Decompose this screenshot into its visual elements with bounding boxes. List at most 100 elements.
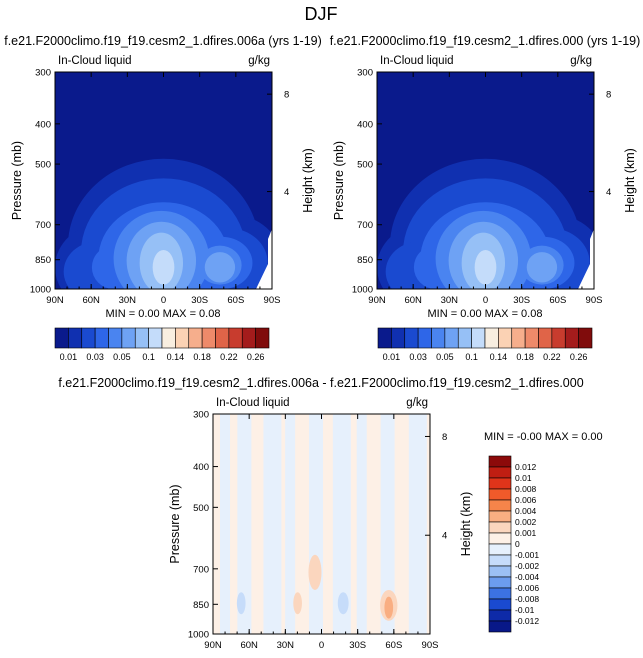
y-tick-label: 300 <box>357 68 373 79</box>
x-tick-label: 90S <box>422 640 439 651</box>
panel-3: f.e21.F2000climo.f19_f19.cesm2_1.dfires.… <box>58 376 602 651</box>
colorbar-swatch <box>488 466 512 479</box>
colorbar-swatch <box>488 499 512 512</box>
colorbar-swatch <box>431 327 446 349</box>
contour-level-7 <box>474 249 497 285</box>
colorbar-label: 0.14 <box>490 352 508 362</box>
colorbar-swatch <box>538 327 553 349</box>
negative-region <box>408 414 427 634</box>
colorbar-label: 0.008 <box>515 484 537 494</box>
colorbar-swatch <box>488 576 512 589</box>
x-tick-label: 30S <box>513 295 530 306</box>
colorbar-label: 0.01 <box>60 352 78 362</box>
colorbar-label: 0.14 <box>167 352 185 362</box>
colorbar-label: 0.05 <box>436 352 454 362</box>
variable-label: In-Cloud liquid <box>58 55 132 67</box>
x-tick-label: 0 <box>319 640 324 651</box>
colorbar-swatch <box>108 327 123 349</box>
units-label: g/kg <box>406 397 428 409</box>
terrain-mask <box>256 229 272 289</box>
colorbar-swatch <box>488 521 512 534</box>
colorbar-swatch <box>488 477 512 490</box>
y-right-tick-label: 8 <box>442 432 447 443</box>
colorbar-label: -0.012 <box>515 616 539 626</box>
colorbar-swatch <box>457 327 472 349</box>
colorbar-swatch <box>215 327 230 349</box>
colorbar-swatch <box>498 327 513 349</box>
x-tick-label: 30N <box>441 295 459 306</box>
variable-label: In-Cloud liquid <box>380 55 454 67</box>
units-label: g/kg <box>570 55 592 67</box>
colorbar-swatch <box>175 327 190 349</box>
contour-field <box>377 72 594 289</box>
colorbar-label: 0.26 <box>247 352 265 362</box>
colorbar-swatch <box>488 488 512 501</box>
colorbar-label: 0.004 <box>515 506 537 516</box>
min-max-label: MIN = 0.00 MAX = 0.08 <box>106 308 221 320</box>
colorbar-swatch <box>488 510 512 523</box>
colorbar-swatch <box>484 327 499 349</box>
colorbar-label: 0.012 <box>515 462 537 472</box>
colorbar-swatch <box>488 587 512 600</box>
y-right-tick-label: 4 <box>442 531 447 542</box>
colorbar-swatch <box>488 565 512 578</box>
x-tick-label: 90N <box>46 295 64 306</box>
panel-2: f.e21.F2000climo.f19_f19.cesm2_1.dfires.… <box>330 34 641 362</box>
y-right-axis-label: Height (km) <box>623 148 637 213</box>
y-tick-label: 300 <box>193 410 209 421</box>
y-right-tick-label: 8 <box>284 90 289 101</box>
colorbar-label: 0.03 <box>86 352 104 362</box>
colorbar-label: 0.18 <box>516 352 534 362</box>
x-tick-label: 30N <box>119 295 137 306</box>
colorbar-swatch <box>471 327 486 349</box>
colorbar-swatch <box>488 609 512 622</box>
y-right-tick-label: 8 <box>606 90 611 101</box>
x-tick-label: 60N <box>82 295 100 306</box>
colorbar-label: 0.05 <box>113 352 131 362</box>
chart-title: f.e21.F2000climo.f19_f19.cesm2_1.dfires.… <box>58 376 583 390</box>
colorbar-swatch <box>188 327 203 349</box>
colorbar-label: 0.26 <box>570 352 588 362</box>
colorbar-swatch <box>201 327 216 349</box>
terrain-mask <box>578 229 594 289</box>
colorbar-label: 0 <box>515 539 520 549</box>
colorbar-swatch <box>94 327 109 349</box>
colorbar: 0.0120.010.0080.0060.0040.0020.0010-0.00… <box>488 455 539 633</box>
y-tick-label: 850 <box>193 600 209 611</box>
colorbar-label: 0.006 <box>515 495 537 505</box>
colorbar-label: -0.002 <box>515 561 539 571</box>
x-tick-label: 90S <box>586 295 603 306</box>
y-tick-label: 700 <box>357 220 373 231</box>
colorbar-label: 0.001 <box>515 528 537 538</box>
colorbar-swatch <box>524 327 539 349</box>
x-tick-label: 90S <box>264 295 281 306</box>
x-tick-label: 90N <box>368 295 386 306</box>
y-axis-label: Pressure (mb) <box>10 141 24 220</box>
colorbar-swatch <box>578 327 593 349</box>
colorbar-label: -0.01 <box>515 605 535 615</box>
colorbar-swatch <box>255 327 270 349</box>
x-tick-label: 0 <box>483 295 488 306</box>
colorbar-swatch <box>417 327 432 349</box>
colorbar-swatch <box>488 598 512 611</box>
colorbar-label: -0.006 <box>515 583 539 593</box>
colorbar-label: 0.03 <box>409 352 427 362</box>
colorbar-label: -0.004 <box>515 572 539 582</box>
panel-1: f.e21.F2000climo.f19_f19.cesm2_1.dfires.… <box>4 34 322 362</box>
colorbar-swatch <box>488 554 512 567</box>
negative-region <box>380 414 395 634</box>
x-tick-label: 60S <box>385 640 402 651</box>
y-tick-label: 500 <box>35 160 51 171</box>
colorbar-swatch <box>134 327 149 349</box>
colorbar-label: 0.22 <box>543 352 561 362</box>
anomaly-patch <box>308 554 322 591</box>
colorbar: 0.01 0.03 0.05 0.1 0.14 0.18 0.22 0.26 <box>54 327 270 362</box>
chart-title: f.e21.F2000climo.f19_f19.cesm2_1.dfires.… <box>330 34 641 48</box>
anomaly-patch <box>236 592 246 615</box>
y-right-tick-label: 4 <box>606 187 611 198</box>
contour-level-5 <box>526 252 558 283</box>
negative-region <box>332 414 351 634</box>
chart-title: f.e21.F2000climo.f19_f19.cesm2_1.dfires.… <box>4 34 322 48</box>
page-title: DJF <box>305 4 338 24</box>
